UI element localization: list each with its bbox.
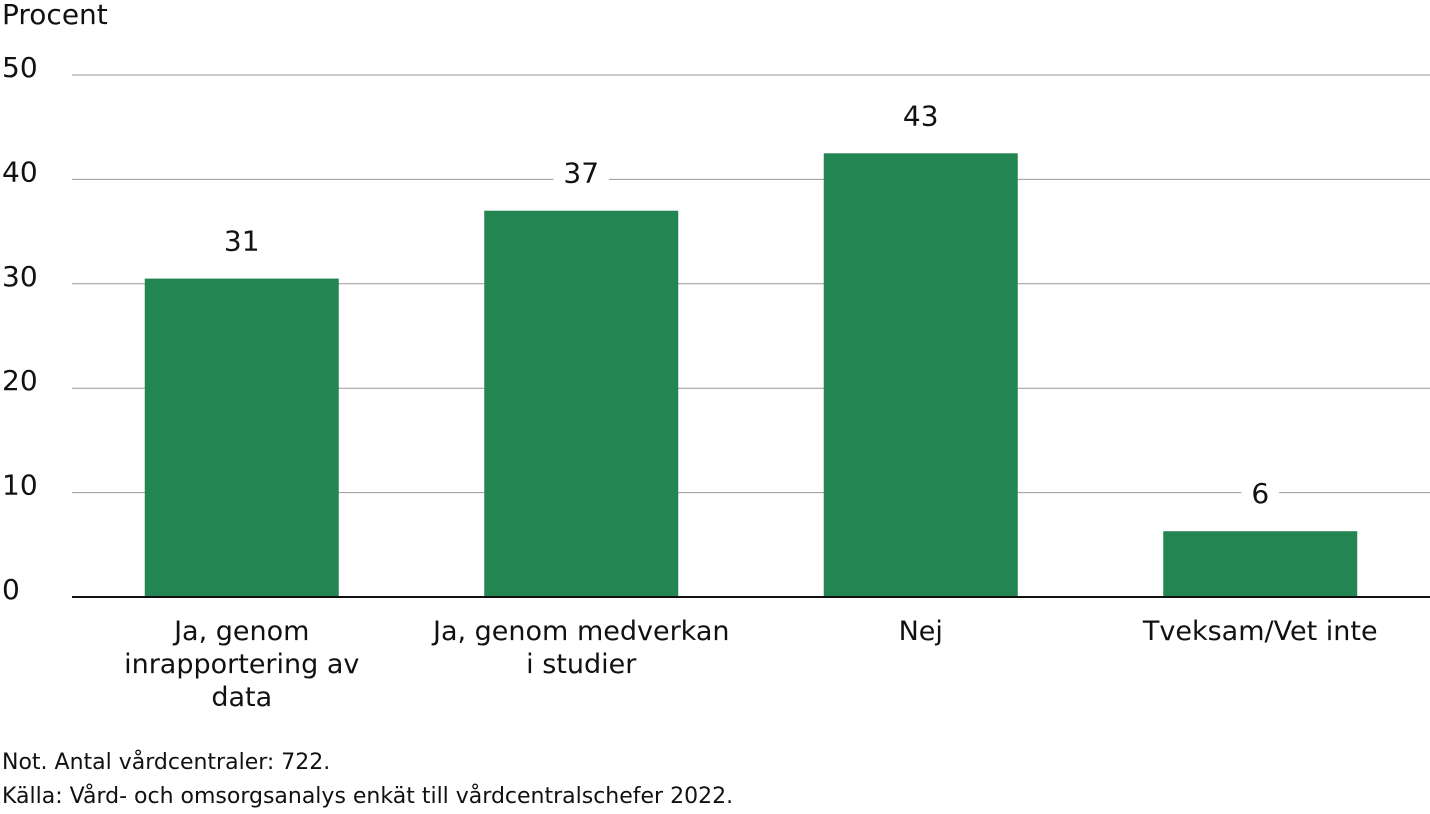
y-tick-label: 10: [2, 469, 38, 502]
note: Not. Antal vårdcentraler: 722.: [2, 750, 330, 775]
y-tick-label: 20: [2, 364, 38, 397]
y-tick-label: 50: [2, 51, 38, 84]
bar: [824, 153, 1018, 597]
value-label: 37: [563, 157, 599, 190]
y-tick-label: 0: [2, 573, 20, 606]
y-axis-label: Procent: [2, 0, 108, 31]
value-label: 31: [224, 225, 260, 258]
value-label: 6: [1251, 477, 1269, 510]
y-tick-label: 30: [2, 260, 38, 293]
bar: [484, 211, 678, 597]
bar: [1163, 531, 1357, 597]
note: Källa: Vård- och omsorgsanalys enkät til…: [2, 784, 733, 809]
x-tick-label: Ja, genom medverkan i studier: [416, 615, 746, 681]
x-tick-label: Nej: [756, 615, 1086, 648]
x-tick-label: Tveksam/Vet inte: [1095, 615, 1425, 648]
value-label: 43: [903, 99, 939, 132]
x-tick-label: Ja, genom inrapportering av data: [77, 615, 407, 714]
y-tick-label: 40: [2, 155, 38, 188]
bar: [145, 279, 339, 597]
